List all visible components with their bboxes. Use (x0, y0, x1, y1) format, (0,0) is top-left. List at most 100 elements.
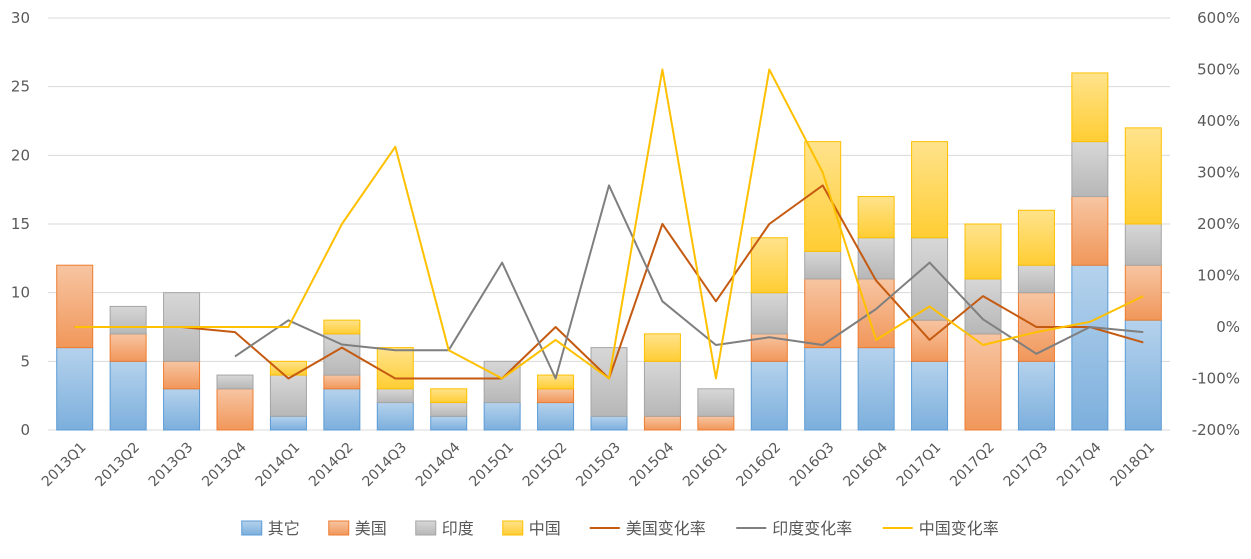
legend-item: 印度 (415, 519, 474, 538)
y-right-tick-label: 0% (1216, 318, 1240, 336)
legend-swatch (415, 520, 437, 536)
legend-label: 中国变化率 (919, 519, 999, 538)
bar-segment (109, 360, 147, 431)
x-tick-label: 2018Q1 (1108, 440, 1159, 491)
bar-segment (1017, 264, 1055, 294)
bar-segment (109, 305, 147, 335)
bar-segment (750, 292, 788, 335)
y-left-tick-label: 0 (20, 421, 30, 439)
legend-item: 美国变化率 (589, 519, 706, 538)
bar-segment (163, 388, 201, 431)
bar-segment (1071, 141, 1109, 198)
legend-swatch (328, 520, 350, 536)
bar-segment (804, 347, 842, 431)
bar-segment (376, 388, 414, 404)
lines (74, 68, 1144, 380)
bar-segment (376, 402, 414, 431)
bar-segment (911, 237, 949, 321)
bar-segment (376, 347, 414, 390)
bar-segment (430, 402, 468, 417)
x-tick-label: 2013Q1 (39, 440, 90, 491)
y-right-tick-label: -200% (1192, 421, 1240, 439)
series-line (74, 68, 1144, 380)
legend-item: 印度变化率 (736, 519, 852, 538)
y-axis-left: 0 5 10 15 20 25 30 (11, 9, 30, 439)
bar-segment (163, 360, 201, 390)
bar-segment (804, 250, 842, 280)
x-tick-label: 2017Q3 (1001, 440, 1052, 491)
legend-item: 中国 (502, 519, 561, 538)
bar-segment (109, 333, 147, 362)
bar-segment (911, 360, 949, 431)
bars (56, 72, 1162, 431)
x-tick-label: 2017Q4 (1054, 439, 1105, 490)
bar-segment (590, 347, 628, 417)
x-tick-label: 2017Q2 (947, 440, 998, 491)
y-right-tick-label: 300% (1197, 164, 1240, 182)
y-right-tick-label: 200% (1197, 215, 1240, 233)
legend-label: 印度 (442, 519, 474, 538)
x-tick-label: 2014Q4 (413, 439, 464, 490)
y-left-tick-label: 25 (11, 78, 30, 96)
x-tick-label: 2014Q1 (253, 440, 304, 491)
y-right-tick-label: -100% (1192, 370, 1240, 388)
bar-segment (323, 388, 361, 431)
bar-segment (537, 402, 575, 431)
gridlines (48, 17, 1170, 431)
x-tick-label: 2016Q4 (840, 439, 891, 490)
x-tick-label: 2013Q3 (146, 440, 197, 491)
x-tick-label: 2013Q2 (92, 440, 143, 491)
x-tick-label: 2014Q2 (306, 440, 357, 491)
legend-item: 中国变化率 (882, 519, 999, 538)
bar-segment (857, 278, 895, 349)
bar-segment (1124, 223, 1162, 266)
bar-segment (269, 374, 307, 417)
y-axis-right: -200% -100% 0% 100% 200% 300% 400% 500% 600% (1192, 9, 1240, 439)
bar-segment (857, 196, 895, 239)
x-tick-label: 2015Q3 (573, 440, 624, 491)
x-tick-label: 2014Q3 (360, 440, 411, 491)
bar-segment (804, 141, 842, 252)
y-right-tick-label: 100% (1197, 267, 1240, 285)
bar-segment (216, 374, 254, 390)
bar-segment (643, 360, 681, 417)
bar-segment (323, 374, 361, 390)
bar-segment (643, 333, 681, 362)
y-left-tick-label: 5 (20, 352, 30, 370)
bar-segment (269, 415, 307, 431)
legend-label: 其它 (268, 519, 300, 538)
bar-segment (1071, 72, 1109, 143)
series-line (234, 184, 1144, 380)
bar-segment (1017, 360, 1055, 431)
bar-segment (911, 141, 949, 239)
bar-segment (216, 388, 254, 431)
bar-segment (964, 223, 1002, 280)
bar-segment (56, 264, 94, 349)
legend: 其它 美国 印度 中国 美国变化率 印度变化率 中国变化率 (241, 519, 999, 538)
y-left-tick-label: 30 (11, 9, 30, 27)
y-right-tick-label: 500% (1197, 61, 1240, 79)
bar-segment (430, 388, 468, 404)
bar-segment (1071, 196, 1109, 266)
y-left-tick-label: 15 (11, 215, 30, 233)
legend-swatch (241, 520, 263, 536)
legend-label: 美国 (355, 519, 387, 538)
legend-item: 其它 (241, 519, 300, 538)
bar-segment (590, 415, 628, 431)
bar-segment (537, 388, 575, 404)
x-tick-label: 2016Q3 (787, 440, 838, 491)
bar-segment (750, 237, 788, 294)
x-tick-label: 2015Q2 (520, 440, 571, 491)
x-tick-label: 2013Q4 (199, 439, 250, 490)
legend-label: 中国 (529, 519, 561, 538)
bar-segment (643, 415, 681, 431)
y-right-tick-label: 600% (1197, 9, 1240, 27)
bar-segment (964, 333, 1002, 431)
y-left-tick-label: 10 (11, 284, 30, 302)
bar-segment (323, 319, 361, 335)
bar-segment (483, 402, 521, 431)
bar-segment (1124, 319, 1162, 431)
x-tick-label: 2016Q2 (734, 440, 785, 491)
